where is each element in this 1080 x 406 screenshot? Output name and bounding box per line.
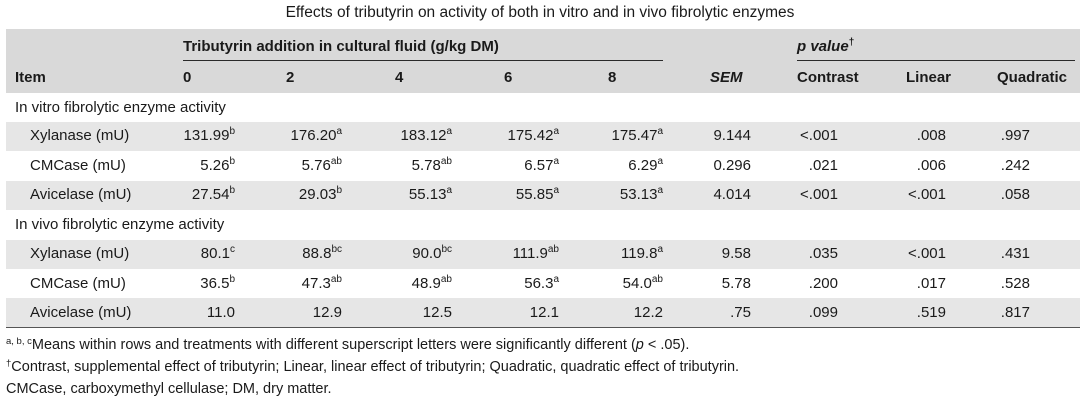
linear-value: <.001 bbox=[908, 245, 946, 262]
table-row: Xylanase (mU) 131.99b 176.20a 183.12a 175.42… bbox=[0, 122, 1080, 151]
section-label-in-vivo: In vivo fibrolytic enzyme activity bbox=[15, 216, 225, 233]
sem-value: 9.144 bbox=[713, 127, 751, 144]
dose-value-cell: 36.5b bbox=[200, 273, 235, 292]
dose-value-cell: 47.3ab bbox=[301, 273, 342, 292]
table-title: Effects of tributyrin on activity of bot… bbox=[285, 4, 795, 21]
table-row: Xylanase (mU) 80.1c 88.8bc 90.0bc 111.9ab 119… bbox=[0, 240, 1080, 269]
sem-value: 0.296 bbox=[713, 156, 751, 174]
dose-value-cell: 56.3a bbox=[524, 273, 559, 292]
sem-value: 5.78 bbox=[721, 274, 751, 292]
dose-value-cell: 11.0 bbox=[206, 304, 235, 321]
table-bottom-rule bbox=[6, 327, 1080, 328]
row-item-label: CMCase (mU) bbox=[30, 274, 126, 292]
column-header-linear: Linear bbox=[906, 69, 952, 86]
column-header-dose-2: 2 bbox=[286, 69, 295, 86]
pvalue-group-rule bbox=[797, 60, 1075, 61]
footnote-pvalue: †Contrast, supplemental effect of tribut… bbox=[6, 358, 740, 375]
pvalue-group-label: p value† bbox=[797, 37, 855, 56]
contrast-value: .200 bbox=[808, 274, 838, 292]
dose-value-cell: 12.9 bbox=[312, 304, 342, 321]
row-band bbox=[6, 298, 1080, 327]
dose-value-cell: 48.9ab bbox=[411, 273, 452, 292]
dose-group-label: Tributyrin addition in cultural fluid (g… bbox=[183, 38, 499, 55]
quadratic-value: .528 bbox=[1000, 274, 1030, 292]
row-item-label: Xylanase (mU) bbox=[30, 127, 130, 144]
table-row: Avicelase (mU) 27.54b 29.03b 55.13a 55.85a 53… bbox=[0, 181, 1080, 210]
dose-group-rule bbox=[183, 60, 663, 61]
dose-value-cell: 53.13a bbox=[619, 185, 663, 204]
dose-value-cell: 12.1 bbox=[529, 304, 559, 321]
column-header-contrast: Contrast bbox=[797, 69, 859, 86]
header-band bbox=[6, 29, 1080, 93]
quadratic-value: .431 bbox=[1000, 245, 1030, 262]
dose-value-cell: 90.0bc bbox=[412, 244, 452, 263]
dose-value-cell: 119.8a bbox=[621, 244, 663, 263]
contrast-value: <.001 bbox=[800, 186, 838, 203]
dose-value-cell: 6.29a bbox=[628, 155, 663, 174]
dose-value-cell: 5.78ab bbox=[411, 155, 452, 174]
column-header-quadratic: Quadratic bbox=[997, 69, 1068, 86]
dose-value-cell: 5.76ab bbox=[301, 155, 342, 174]
footnote-significance: a, b, cMeans within rows and treatments … bbox=[6, 336, 690, 353]
dose-value-cell: 131.99b bbox=[183, 126, 235, 145]
dose-value-cell: 12.5 bbox=[422, 304, 452, 321]
contrast-value: .099 bbox=[808, 304, 838, 321]
row-band bbox=[6, 122, 1080, 151]
dose-value-cell: 5.26b bbox=[200, 155, 235, 174]
quadratic-value: .242 bbox=[1000, 156, 1030, 174]
dose-value-cell: 55.85a bbox=[515, 185, 559, 204]
footnote-abbreviations: CMCase, carboxymethyl cellulase; DM, dry… bbox=[6, 381, 332, 397]
sem-value: 9.58 bbox=[721, 245, 751, 262]
row-band bbox=[6, 240, 1080, 269]
row-band bbox=[6, 181, 1080, 210]
contrast-value: .035 bbox=[808, 245, 838, 262]
row-item-label: Xylanase (mU) bbox=[30, 245, 130, 262]
dose-value-cell: 175.47a bbox=[611, 126, 663, 145]
row-item-label: CMCase (mU) bbox=[30, 156, 126, 174]
dose-value-cell: 29.03b bbox=[298, 185, 342, 204]
row-item-label: Avicelase (mU) bbox=[30, 186, 132, 203]
contrast-value: .021 bbox=[808, 156, 838, 174]
dose-value-cell: 27.54b bbox=[191, 185, 235, 204]
dose-value-cell: 12.2 bbox=[633, 304, 663, 321]
dose-value-cell: 111.9ab bbox=[512, 244, 559, 263]
linear-value: <.001 bbox=[908, 186, 946, 203]
table-row: CMCase (mU) 5.26b 5.76ab 5.78ab 6.57a 6.29a 0.… bbox=[0, 152, 1080, 181]
dose-value-cell: 80.1c bbox=[200, 244, 235, 263]
footnotes: a, b, cMeans within rows and treatments … bbox=[6, 334, 739, 400]
dose-value-cell: 175.42a bbox=[507, 126, 559, 145]
table-row: CMCase (mU) 36.5b 47.3ab 48.9ab 56.3a 54.0ab 5… bbox=[0, 270, 1080, 299]
linear-value: .519 bbox=[916, 304, 946, 321]
sem-value: .75 bbox=[730, 304, 751, 321]
table-row: Avicelase (mU) 11.0 12.9 12.5 12.1 12.2 .75 .09… bbox=[0, 299, 1080, 328]
dose-value-cell: 55.13a bbox=[408, 185, 452, 204]
column-header-dose-6: 6 bbox=[504, 69, 513, 86]
dose-value-cell: 176.20a bbox=[290, 126, 342, 145]
contrast-value: <.001 bbox=[800, 127, 838, 144]
row-item-label: Avicelase (mU) bbox=[30, 304, 132, 321]
column-header-dose-4: 4 bbox=[395, 69, 404, 86]
dose-value-cell: 183.12a bbox=[400, 126, 452, 145]
column-header-item: Item bbox=[15, 69, 46, 86]
quadratic-value: .817 bbox=[1000, 304, 1030, 321]
column-header-dose-8: 8 bbox=[608, 69, 617, 86]
quadratic-value: .058 bbox=[1000, 186, 1030, 203]
quadratic-value: .997 bbox=[1000, 127, 1030, 144]
linear-value: .008 bbox=[916, 127, 946, 144]
linear-value: .017 bbox=[916, 274, 946, 292]
column-header-dose-0: 0 bbox=[183, 69, 192, 86]
linear-value: .006 bbox=[916, 156, 946, 174]
column-header-sem: SEM bbox=[710, 69, 743, 86]
section-label-in-vitro: In vitro fibrolytic enzyme activity bbox=[15, 99, 226, 116]
dose-value-cell: 88.8bc bbox=[302, 244, 342, 263]
dose-value-cell: 54.0ab bbox=[622, 273, 663, 292]
sem-value: 4.014 bbox=[713, 186, 751, 203]
dose-value-cell: 6.57a bbox=[524, 155, 559, 174]
